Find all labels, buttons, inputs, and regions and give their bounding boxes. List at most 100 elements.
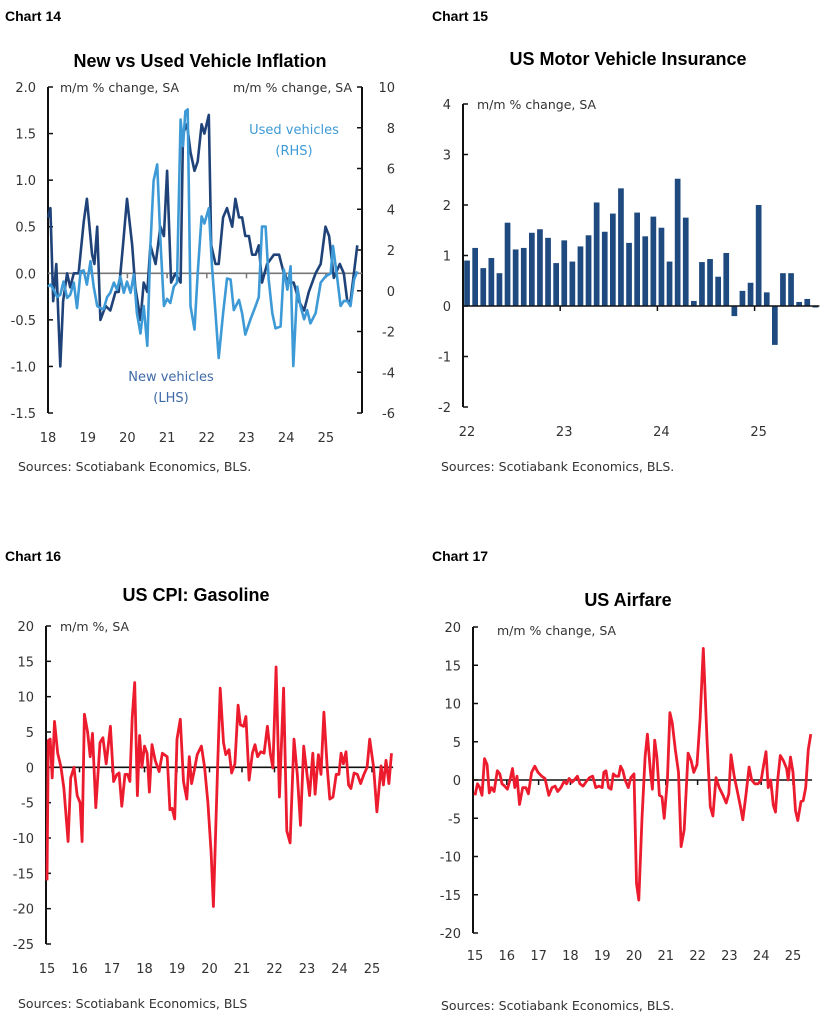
left-y-tick-label: 5 [453,736,461,751]
chart-number: Chart 16 [5,548,61,564]
bar [796,301,802,306]
bar [593,202,600,306]
x-tick-label: 24 [278,431,295,446]
x-tick-label: 20 [201,962,218,977]
bar [682,217,689,306]
bar [658,227,665,306]
left-y-tick-label: 2 [443,199,451,214]
bar [772,306,778,345]
chart-16-panel: Chart 16 US CPI: Gasoline m/m %, SA Sour… [5,548,394,1011]
x-tick-label: 16 [499,949,516,964]
bar [512,249,519,306]
bar [626,242,632,306]
axis-unit: m/m % change, SA [477,97,597,112]
left-y-tick-label: -15 [13,867,34,882]
x-tick-label: 18 [40,431,57,446]
chart-title: New vs Used Vehicle Inflation [73,51,326,71]
bar [545,237,551,306]
bar [480,268,487,306]
x-tick-label: 22 [689,949,706,964]
bar [577,246,584,306]
new-vehicles-axis-note: (LHS) [153,391,188,406]
bar [520,247,527,306]
x-tick-label: 22 [459,425,476,440]
left-y-tick-label: 10 [444,698,461,713]
bar [650,216,657,306]
series-line [45,665,393,908]
left-y-tick-label: 1 [443,250,451,265]
bar [496,273,503,306]
left-y-tick-label: 5 [26,726,34,741]
bar [723,252,730,306]
x-tick-label: 22 [266,962,283,977]
left-y-tick-label: -2 [438,401,451,416]
left-y-tick-label: 1.5 [15,128,36,143]
x-tick-label: 16 [71,962,88,977]
x-tick-label: 25 [750,425,767,440]
bar [691,300,697,306]
x-tick-label: 24 [331,962,348,977]
bar [472,247,478,306]
x-tick-label: 17 [104,962,121,977]
x-tick-label: 15 [467,949,484,964]
left-y-tick-label: 1.0 [15,174,36,189]
right-y-tick-label: 10 [378,81,395,96]
bar [804,298,811,306]
x-tick-label: 24 [653,425,670,440]
left-y-tick-label: 0 [453,774,461,789]
left-y-tick-label: 4 [443,98,451,113]
x-tick-label: 15 [39,962,56,977]
x-tick-label: 17 [530,949,547,964]
x-tick-label: 23 [556,425,573,440]
x-tick-label: 20 [119,431,136,446]
chart-number: Chart 14 [5,8,61,24]
left-y-tick-label: -25 [13,938,34,953]
chart-source: Sources: Scotiabank Economics, BLS. [18,459,251,474]
right-y-tick-label: -6 [382,407,395,422]
chart-number: Chart 17 [432,548,488,564]
chart-15-panel: Chart 15 US Motor Vehicle Insurance m/m … [432,8,820,474]
x-tick-label: 21 [658,949,675,964]
x-tick-label: 19 [594,949,611,964]
left-y-tick-label: -10 [13,832,34,847]
x-tick-label: 25 [364,962,381,977]
left-y-tick-label: 0.0 [15,267,36,282]
bar [763,292,770,306]
chart-source: Sources: Scotiabank Economics, BLS. [441,998,674,1013]
x-tick-label: 25 [785,949,802,964]
x-tick-label: 19 [79,431,96,446]
x-tick-label: 18 [562,949,579,964]
bar [674,178,681,306]
bar [585,235,592,306]
left-y-tick-label: -5 [21,797,34,812]
x-tick-label: 18 [136,962,153,977]
x-tick-label: 23 [299,962,316,977]
right-y-tick-label: -2 [382,326,395,341]
used-vehicles-label: Used vehicles [249,123,339,138]
bar [731,306,738,317]
right-y-tick-label: 4 [387,203,395,218]
x-tick-label: 22 [199,431,216,446]
bar [715,276,721,306]
axis-unit: m/m % change, SA [497,623,617,638]
right-y-tick-label: -4 [382,366,395,381]
left-y-tick-label: 3 [443,149,451,164]
left-y-tick-label: -1.0 [11,360,36,375]
bar [569,261,576,306]
x-tick-label: 23 [721,949,738,964]
bar [747,282,754,306]
left-y-tick-label: -20 [13,903,34,918]
right-y-tick-label: 8 [387,122,395,137]
left-y-tick-label: 10 [17,691,34,706]
left-y-tick-label: 0.5 [15,221,36,236]
right-y-tick-label: 6 [387,163,395,178]
bar [601,231,608,306]
left-y-tick-label: 15 [444,659,461,674]
bar [537,229,543,306]
chart-title: US Motor Vehicle Insurance [509,49,746,69]
chart-number: Chart 15 [432,8,488,24]
bar [755,205,762,306]
x-tick-label: 21 [234,962,251,977]
bar [561,240,568,306]
bar [529,232,535,306]
